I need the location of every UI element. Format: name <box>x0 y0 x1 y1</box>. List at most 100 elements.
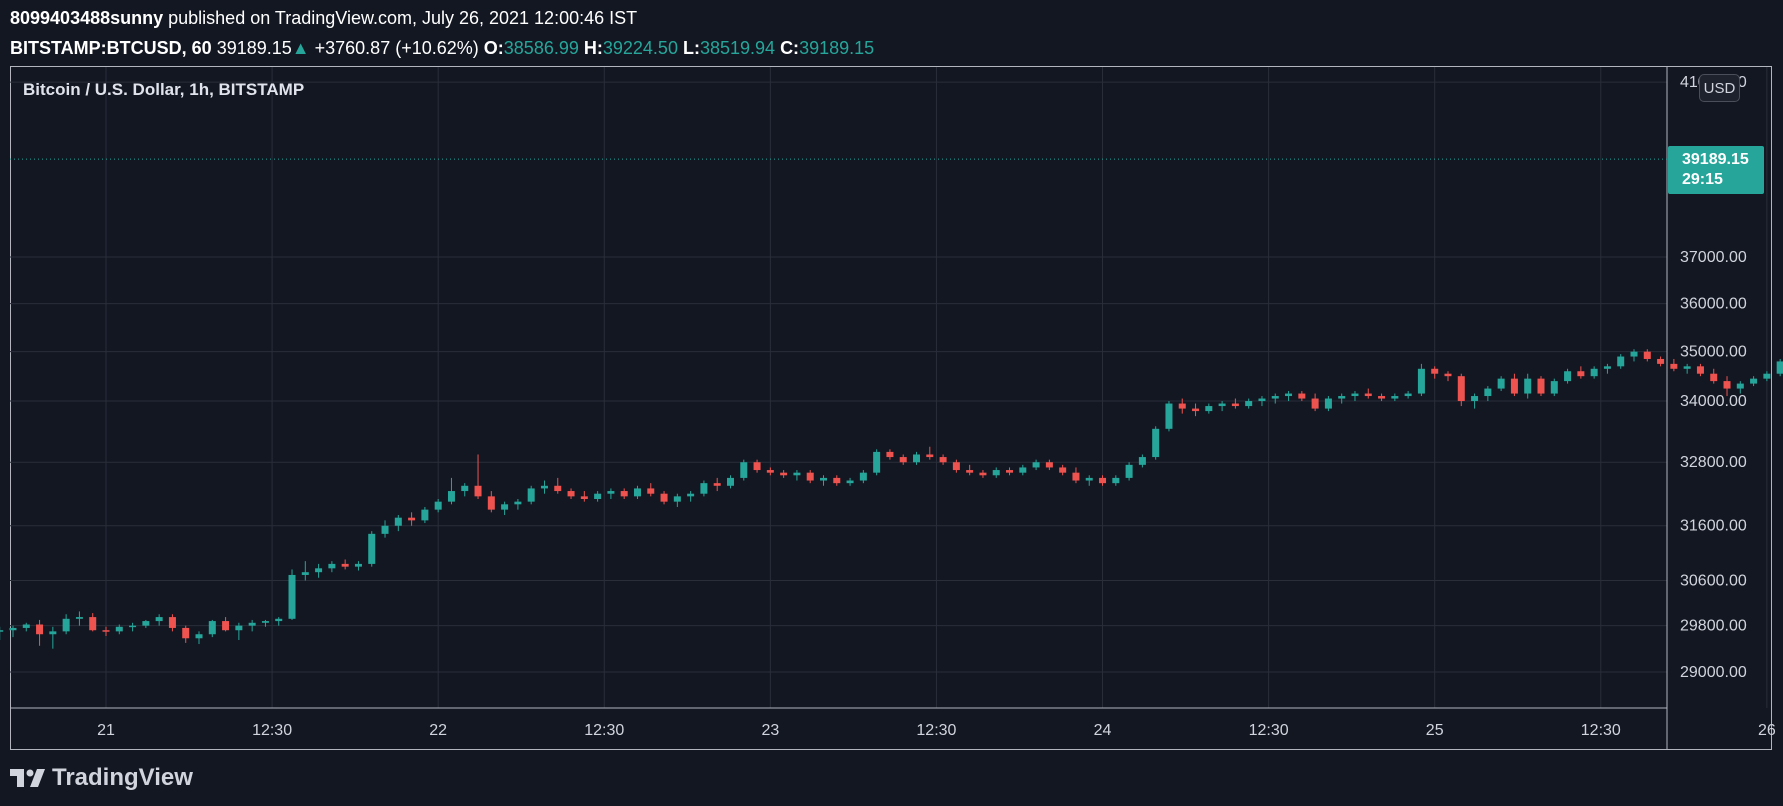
candle-body-123 <box>1617 356 1625 367</box>
candle-body-80 <box>1045 462 1053 468</box>
candle-body-103 <box>1351 393 1359 397</box>
candle-body-100 <box>1311 398 1319 409</box>
candle-body-28 <box>354 563 362 567</box>
y-tick-label-2: 36000.00 <box>1680 296 1747 313</box>
close-value: 39189.15 <box>799 38 875 58</box>
candle-body-133 <box>1750 378 1758 384</box>
candle-body-88 <box>1152 428 1160 458</box>
candle-body-124 <box>1630 351 1638 357</box>
candle-body-35 <box>447 491 455 502</box>
candle-body-127 <box>1670 363 1678 369</box>
candle-body-55 <box>713 483 721 486</box>
candle-body-63 <box>820 477 827 481</box>
close-label: C: <box>780 38 800 58</box>
tradingview-logo[interactable]: TradingView <box>10 764 193 792</box>
candle-body-15 <box>182 627 190 639</box>
candle-body-53 <box>687 493 695 497</box>
candle-body-33 <box>421 509 429 521</box>
candle-body-109 <box>1431 368 1439 374</box>
publisher-name[interactable]: 8099403488sunny <box>10 8 164 28</box>
candle-body-90 <box>1178 403 1186 409</box>
candle-body-112 <box>1471 396 1479 402</box>
tradingview-logo-icon <box>10 769 45 787</box>
candle-body-64 <box>833 477 841 484</box>
candle-body-97 <box>1271 396 1279 399</box>
publish-header: 8099403488sunny published on TradingView… <box>10 6 874 60</box>
y-tick-label-6: 31600.00 <box>1680 518 1747 535</box>
bar-countdown: 29:15 <box>1682 171 1723 188</box>
symbol-label: BITSTAMP:BTCUSD, 60 <box>10 38 212 58</box>
x-tick-label-4: 23 <box>761 722 779 739</box>
y-tick-label-9: 29000.00 <box>1680 664 1747 681</box>
candle-body-40 <box>514 501 522 505</box>
candle-body-69 <box>899 457 907 463</box>
candle-body-25 <box>315 568 323 573</box>
candle-body-132 <box>1736 383 1744 389</box>
candle-body-1 <box>0 630 4 632</box>
low-label: L: <box>682 38 700 58</box>
candle-body-87 <box>1138 457 1146 465</box>
candle-body-95 <box>1245 401 1253 407</box>
candle-body-12 <box>142 621 150 626</box>
candle-body-20 <box>248 622 256 626</box>
candle-body-56 <box>726 477 734 486</box>
candle-body-74 <box>966 470 974 473</box>
candle-body-104 <box>1364 393 1372 397</box>
candle-body-27 <box>341 563 349 567</box>
x-tick-label-8: 25 <box>1426 722 1444 739</box>
candle-body-21 <box>261 621 269 623</box>
candle-body-62 <box>806 472 814 481</box>
candle-body-83 <box>1085 477 1093 481</box>
candle-body-120 <box>1577 371 1585 377</box>
currency-button[interactable]: USD <box>1699 74 1740 102</box>
candle-body-101 <box>1324 398 1332 409</box>
candle-body-37 <box>474 485 482 497</box>
candle-body-114 <box>1497 378 1505 389</box>
candle-body-129 <box>1696 366 1704 374</box>
candle-body-110 <box>1444 373 1452 377</box>
ohlc-line: BITSTAMP:BTCUSD, 60 39189.15▲ +3760.87 (… <box>10 36 874 60</box>
candle-body-99 <box>1298 393 1306 399</box>
candle-body-6 <box>62 618 70 632</box>
candle-body-125 <box>1643 351 1651 359</box>
y-tick-label-1: 37000.00 <box>1680 249 1747 266</box>
candle-body-92 <box>1205 406 1213 412</box>
candle-body-91 <box>1192 408 1200 412</box>
candle-body-29 <box>368 533 376 564</box>
last-price: 39189.15 <box>216 38 292 58</box>
publish-line: 8099403488sunny published on TradingView… <box>10 6 874 30</box>
candle-body-32 <box>408 517 416 521</box>
candle-body-47 <box>607 491 615 494</box>
candle-body-10 <box>115 626 123 632</box>
candle-body-93 <box>1218 403 1226 407</box>
candle-body-116 <box>1524 378 1532 394</box>
candle-body-18 <box>222 621 230 631</box>
candle-body-131 <box>1723 381 1731 389</box>
x-tick-label-1: 12:30 <box>252 722 292 739</box>
brand-name: TradingView <box>52 764 193 791</box>
x-tick-label-10: 26 <box>1758 722 1776 739</box>
candle-body-19 <box>235 625 243 631</box>
candle-body-78 <box>1019 467 1027 473</box>
candle-body-66 <box>859 472 867 481</box>
candle-body-71 <box>926 454 934 458</box>
candle-body-38 <box>487 496 495 510</box>
open-value: 38586.99 <box>503 38 579 58</box>
x-tick-label-5: 12:30 <box>916 722 956 739</box>
chart-legend-title: Bitcoin / U.S. Dollar, 1h, BITSTAMP <box>23 80 305 99</box>
chart-frame[interactable] <box>10 66 1772 750</box>
candle-body-77 <box>1006 470 1014 473</box>
candle-body-23 <box>288 574 296 619</box>
candle-body-108 <box>1417 368 1425 394</box>
candle-body-13 <box>155 617 163 622</box>
x-tick-label-0: 21 <box>97 722 115 739</box>
candle-body-3 <box>22 624 30 628</box>
candle-body-73 <box>952 462 960 471</box>
candle-body-72 <box>939 457 947 463</box>
x-tick-label-6: 24 <box>1094 722 1112 739</box>
candle-body-36 <box>461 485 469 492</box>
candle-body-86 <box>1125 464 1133 478</box>
candle-body-30 <box>381 525 389 534</box>
candle-body-79 <box>1032 462 1040 468</box>
